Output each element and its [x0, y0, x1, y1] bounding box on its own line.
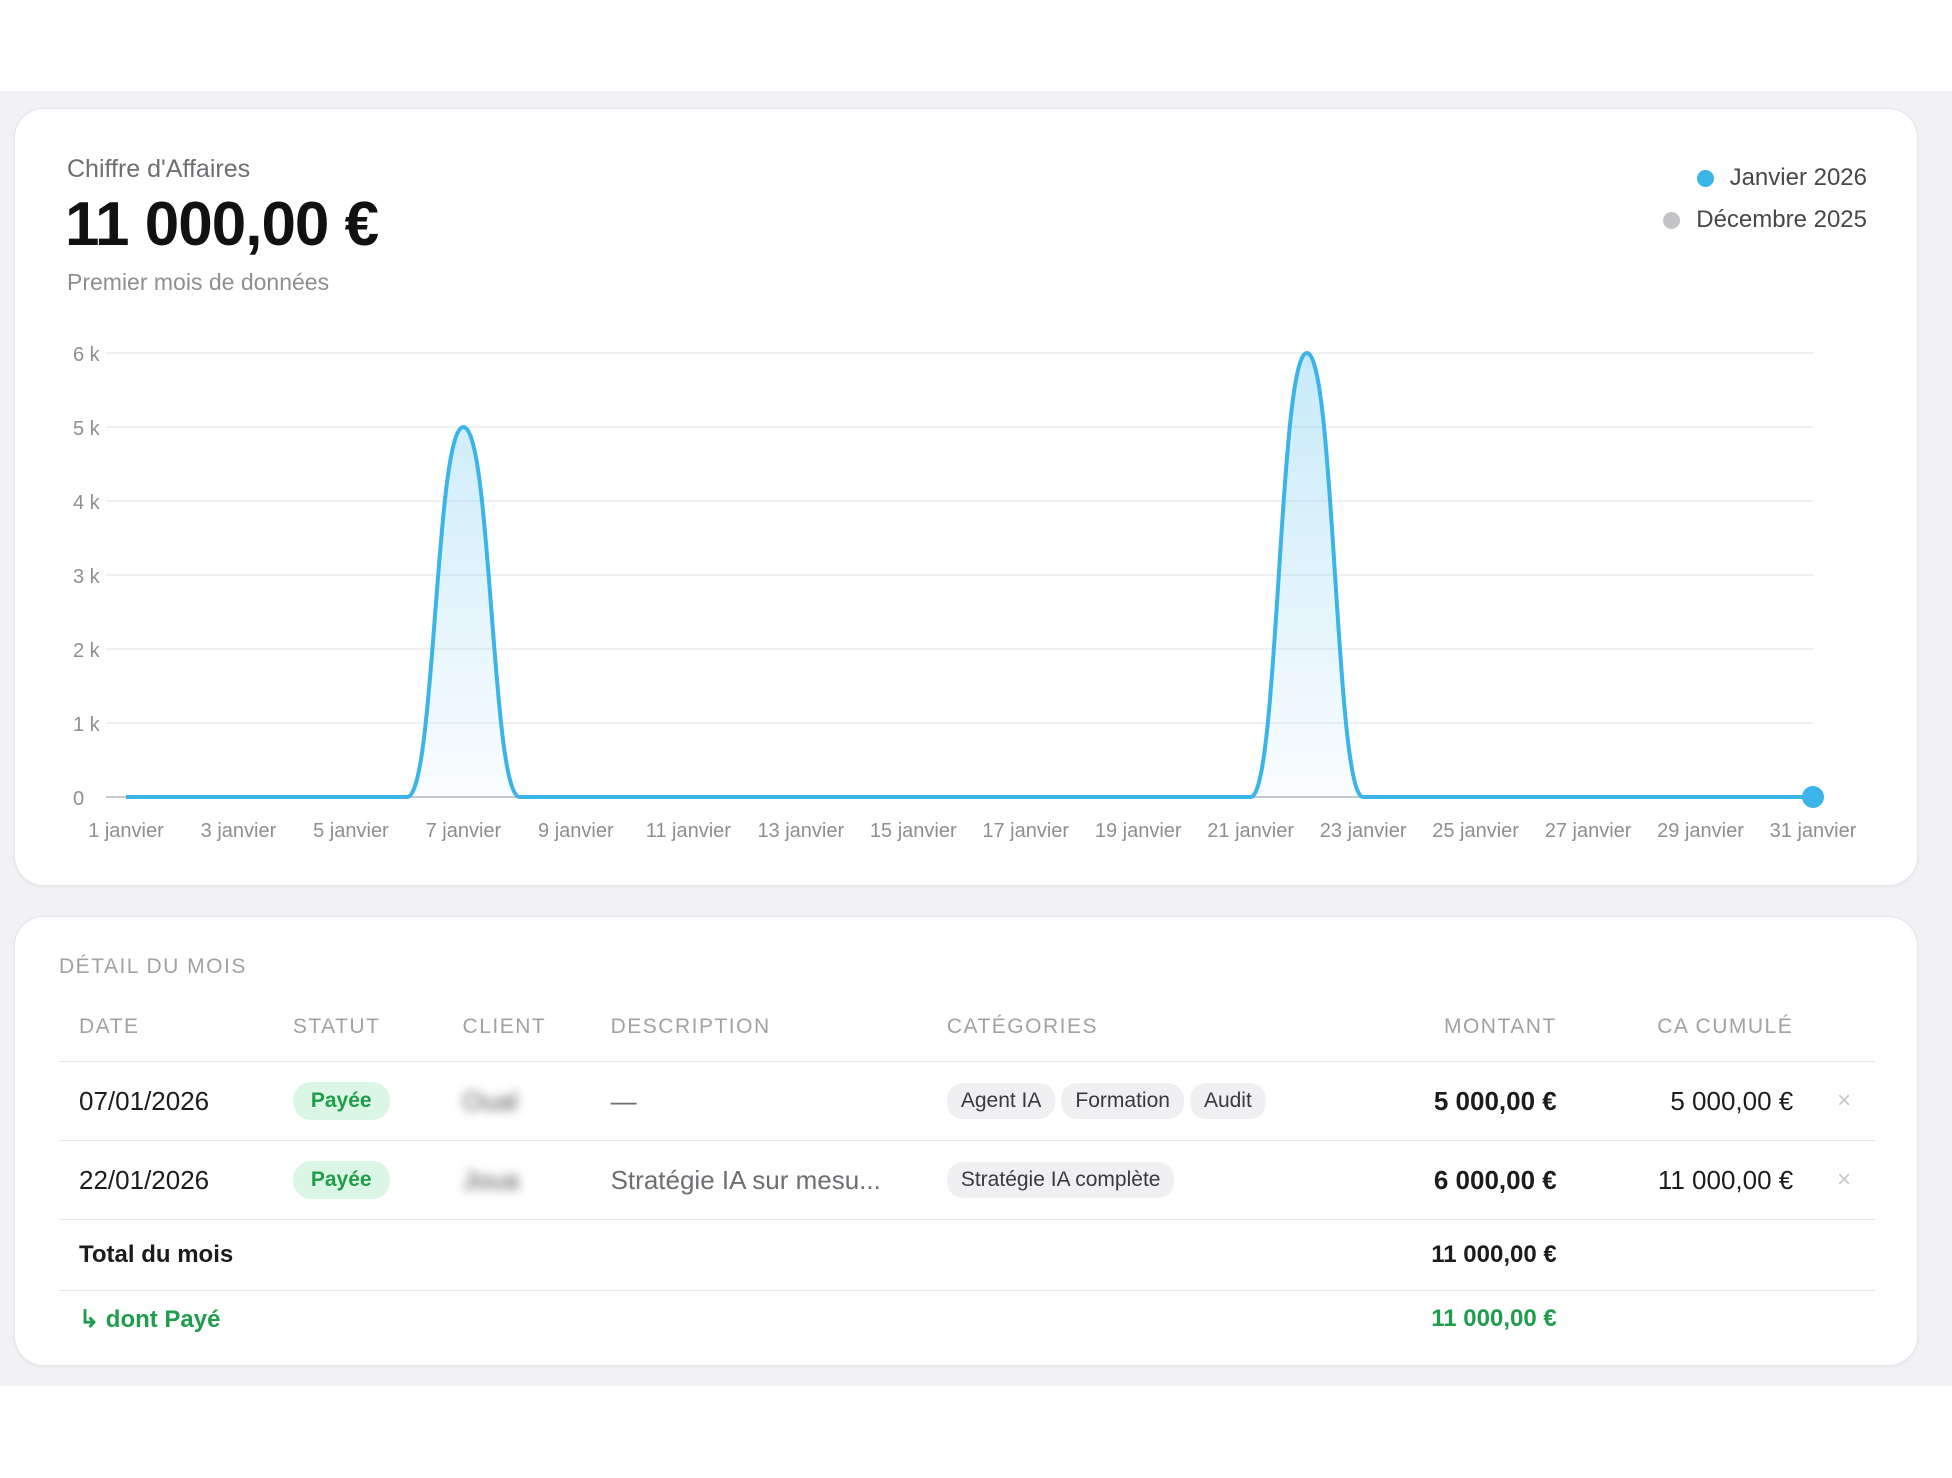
column-header-status[interactable]: STATUT: [272, 993, 443, 1062]
row-amount: 5 000,00 €: [1358, 1061, 1577, 1141]
category-chip: Audit: [1189, 1083, 1266, 1119]
category-chip: Formation: [1061, 1083, 1184, 1119]
row-cumulative: 5 000,00 €: [1576, 1061, 1814, 1141]
column-header-client[interactable]: CLIENT: [442, 993, 591, 1062]
x-tick-label: 21 janvier: [1207, 820, 1294, 842]
monthly-detail-card: DÉTAIL DU MOIS DATE STATUT CLIENT DESCRI…: [14, 916, 1918, 1366]
legend-item-current[interactable]: Janvier 2026: [1663, 157, 1867, 199]
y-tick-label: 5 k: [73, 418, 101, 440]
x-tick-label: 25 janvier: [1432, 820, 1519, 842]
x-tick-label: 31 janvier: [1770, 820, 1857, 842]
last-point-marker: [1802, 786, 1824, 808]
paid-value: 11 000,00 €: [1431, 1305, 1557, 1332]
row-client: Joua: [442, 1140, 591, 1220]
x-tick-label: 15 janvier: [870, 820, 957, 842]
legend-label: Décembre 2025: [1696, 206, 1867, 233]
row-status: Payée: [272, 1140, 443, 1220]
row-cumulative: 11 000,00 €: [1576, 1140, 1814, 1220]
column-header-amount[interactable]: MONTANT: [1358, 993, 1577, 1062]
x-tick-label: 9 janvier: [538, 820, 614, 842]
row-categories: Agent IA Formation Audit: [926, 1061, 1359, 1141]
column-header-description[interactable]: DESCRIPTION: [590, 993, 927, 1062]
kpi-label: Chiffre d'Affaires: [67, 155, 251, 183]
row-description: —: [590, 1061, 927, 1141]
delete-row-icon[interactable]: ×: [1813, 1061, 1875, 1141]
row-amount: 6 000,00 €: [1358, 1140, 1577, 1220]
revenue-line-chart: 0 1 k 2 k 3 k 4 k 5 k 6 k 1 janvier 3 janvier 5 j…: [73, 344, 1857, 842]
x-tick-label: 3 janvier: [201, 820, 277, 842]
y-tick-label: 4 k: [73, 492, 101, 514]
status-badge: Payée: [292, 1161, 390, 1199]
x-tick-label: 27 janvier: [1545, 820, 1632, 842]
legend-dot-icon: [1696, 169, 1714, 187]
total-row: Total du mois 11 000,00 €: [59, 1219, 1875, 1291]
row-client: Oual: [442, 1061, 591, 1141]
kpi-value: 11 000,00 €: [65, 190, 379, 259]
paid-spacer: [1577, 1291, 1814, 1348]
status-badge: Payée: [292, 1082, 390, 1120]
x-tick-label: 13 janvier: [757, 820, 844, 842]
x-tick-label: 11 janvier: [646, 820, 732, 842]
column-header-categories[interactable]: CATÉGORIES: [926, 993, 1359, 1062]
series-area: [126, 353, 1813, 797]
paid-label: ↳ dont Payé: [79, 1305, 221, 1333]
x-tick-label: 1 janvier: [88, 820, 164, 842]
x-tick-label: 23 janvier: [1320, 820, 1407, 842]
table-row[interactable]: 22/01/2026 Payée Joua Stratégie IA sur m…: [59, 1140, 1875, 1220]
chart-legend: Janvier 2026 Décembre 2025: [1663, 157, 1867, 241]
series-line: [125, 351, 1813, 800]
row-description: Stratégie IA sur mesu...: [590, 1140, 927, 1220]
y-tick-label: 2 k: [73, 640, 101, 662]
y-tick-label: 6 k: [73, 344, 101, 366]
table-row[interactable]: 07/01/2026 Payée Oual — Agent IA Formatio…: [59, 1061, 1875, 1141]
y-tick-label: 0: [73, 788, 84, 810]
legend-item-previous[interactable]: Décembre 2025: [1663, 199, 1867, 241]
column-header-actions: [1813, 993, 1875, 1062]
row-date: 07/01/2026: [59, 1061, 273, 1141]
total-spacer: [1576, 1219, 1814, 1291]
column-header-cumulative[interactable]: CA CUMULÉ: [1576, 993, 1814, 1062]
total-spacer: [1813, 1219, 1875, 1291]
revenue-chart-card: Chiffre d'Affaires 11 000,00 € Premier m…: [14, 108, 1918, 886]
category-chip: Stratégie IA complète: [946, 1162, 1175, 1198]
row-categories: Stratégie IA complète: [926, 1140, 1359, 1220]
table-header-row: DATE STATUT CLIENT DESCRIPTION CATÉGORIE…: [59, 993, 1875, 1062]
x-tick-label: 19 janvier: [1095, 820, 1182, 842]
paid-row: ↳ dont Payé 11 000,00 €: [59, 1291, 1875, 1348]
total-value: 11 000,00 €: [1358, 1219, 1577, 1291]
x-tick-label: 17 janvier: [982, 820, 1069, 842]
x-tick-label: 7 janvier: [426, 820, 502, 842]
monthly-detail-table: DATE STATUT CLIENT DESCRIPTION CATÉGORIE…: [59, 993, 1875, 1347]
legend-dot-icon: [1663, 211, 1681, 229]
paid-spacer: [1813, 1291, 1875, 1348]
row-status: Payée: [272, 1061, 443, 1141]
kpi-subtitle: Premier mois de données: [67, 269, 330, 295]
y-tick-label: 3 k: [73, 566, 101, 588]
total-label: Total du mois: [59, 1219, 1359, 1291]
delete-row-icon[interactable]: ×: [1813, 1140, 1875, 1220]
client-name[interactable]: Oual: [462, 1085, 518, 1116]
row-date: 22/01/2026: [59, 1140, 273, 1220]
column-header-date[interactable]: DATE: [59, 993, 273, 1062]
category-chip: Agent IA: [946, 1083, 1056, 1119]
x-tick-label: 5 janvier: [313, 820, 389, 842]
client-name[interactable]: Joua: [462, 1164, 519, 1195]
section-title: DÉTAIL DU MOIS: [59, 955, 247, 978]
legend-label: Janvier 2026: [1729, 164, 1867, 191]
x-tick-label: 29 janvier: [1657, 820, 1744, 842]
y-tick-label: 1 k: [73, 714, 101, 736]
